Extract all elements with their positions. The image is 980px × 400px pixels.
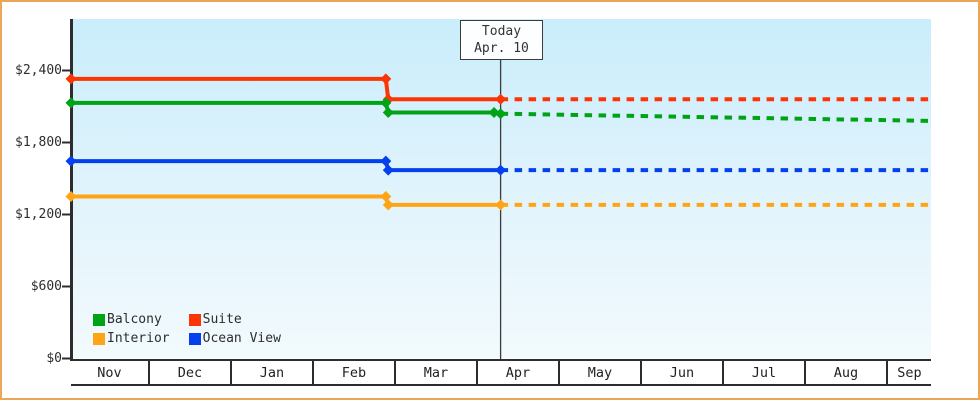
x-axis-month-sep: Sep	[886, 361, 931, 384]
data-point-marker-ocean-view	[380, 155, 392, 167]
legend-item-interior: Interior	[93, 331, 170, 346]
y-axis-label: $1,800	[15, 134, 62, 150]
legend-swatch-icon	[93, 313, 105, 326]
legend-item-balcony: Balcony	[93, 312, 170, 327]
legend-label: Ocean View	[202, 331, 281, 346]
x-axis-month-apr: Apr	[476, 361, 558, 384]
x-axis: Nov Dec Jan Feb Mar Apr May Jun Jul Aug Sep	[71, 359, 931, 386]
plot-area	[73, 19, 931, 358]
data-point-marker-suite	[495, 93, 507, 105]
series-line-suite	[71, 76, 501, 102]
x-axis-month-jun: Jun	[640, 361, 722, 384]
data-point-marker-ocean-view	[65, 155, 77, 167]
legend-label: Interior	[107, 331, 170, 346]
y-axis-tick	[62, 357, 70, 360]
data-point-marker-interior	[65, 191, 77, 202]
series-line-ocean-view	[71, 159, 501, 173]
series-line-balcony	[71, 100, 501, 116]
y-axis-tick	[62, 69, 70, 72]
y-axis-tick	[62, 285, 70, 288]
x-axis-month-mar: Mar	[394, 361, 476, 384]
x-axis-month-dec: Dec	[148, 361, 230, 384]
x-axis-month-aug: Aug	[804, 361, 886, 384]
y-axis-label: $600	[30, 278, 62, 294]
y-axis-label: $0	[46, 350, 62, 366]
x-axis-month-jan: Jan	[230, 361, 312, 384]
data-point-marker-balcony	[380, 97, 392, 109]
series-line-interior	[71, 194, 501, 207]
legend-item-suite: Suite	[188, 312, 281, 327]
legend-label: Balcony	[107, 312, 162, 327]
y-axis: $0 $600 $1,200 $1,800 $2,400	[0, 0, 62, 400]
y-axis-line	[70, 19, 73, 361]
x-axis-month-feb: Feb	[312, 361, 394, 384]
legend-item-ocean-view: Ocean View	[188, 331, 281, 346]
legend-label: Suite	[202, 312, 242, 327]
data-point-marker-interior	[380, 191, 392, 202]
y-axis-label: $1,200	[15, 206, 62, 222]
data-point-marker-interior	[382, 199, 394, 211]
x-axis-month-nov: Nov	[97, 364, 122, 381]
legend: Balcony Suite Interior Ocean View	[93, 312, 281, 346]
data-point-marker-balcony	[495, 108, 507, 120]
data-point-marker-balcony	[65, 97, 77, 109]
legend-swatch-icon	[188, 313, 201, 326]
y-axis-label: $2,400	[15, 62, 62, 78]
data-point-marker-suite	[65, 73, 77, 85]
series-projection-balcony	[500, 111, 932, 123]
today-annotation: Today Apr. 10	[460, 20, 543, 60]
y-axis-tick	[62, 141, 70, 144]
data-point-marker-interior	[495, 199, 507, 211]
data-point-marker-suite	[380, 73, 392, 85]
x-axis-month-jul: Jul	[722, 361, 804, 384]
data-point-marker-balcony	[382, 107, 394, 118]
y-axis-tick	[62, 213, 70, 216]
x-axis-month-may: May	[558, 361, 640, 384]
data-point-marker-ocean-view	[495, 164, 507, 176]
legend-swatch-icon	[188, 332, 201, 345]
legend-swatch-icon	[93, 332, 105, 345]
data-point-marker-ocean-view	[382, 164, 394, 176]
today-label: Today	[481, 24, 522, 39]
today-date: Apr. 10	[474, 41, 529, 56]
